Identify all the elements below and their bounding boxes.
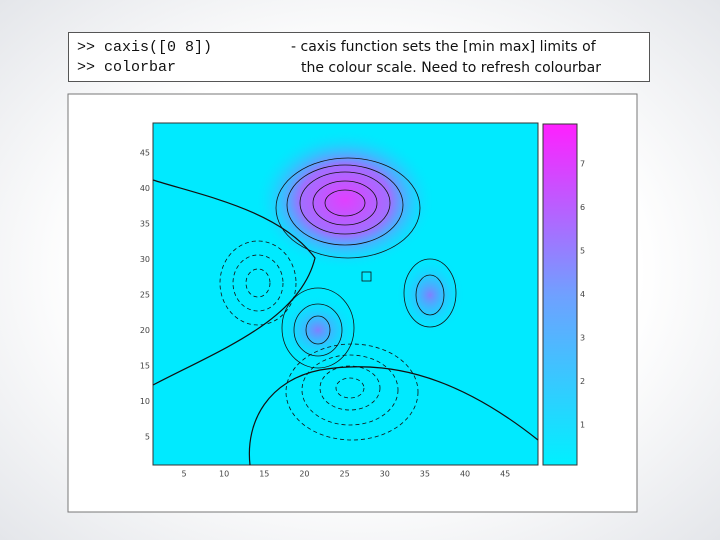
tick-label: 15	[140, 362, 150, 371]
tick-label: 25	[140, 291, 150, 300]
tick-label: 1	[580, 421, 585, 430]
tick-label: 20	[299, 470, 309, 479]
description-line: the colour scale. Need to refresh colour…	[301, 60, 601, 76]
tick-label: 6	[580, 203, 585, 212]
code-line: >> colorbar	[77, 59, 177, 76]
description-line: - caxis function sets the [min max] limi…	[291, 39, 596, 55]
tick-label: 5	[145, 433, 150, 442]
tick-label: 45	[500, 470, 510, 479]
tick-label: 2	[580, 377, 585, 386]
tick-label: 7	[580, 160, 585, 169]
description: - caxis function sets the [min max] limi…	[291, 37, 601, 79]
tick-label: 15	[259, 470, 269, 479]
colorbar	[542, 123, 578, 466]
tick-label: 35	[140, 220, 150, 229]
tick-label: 30	[380, 470, 390, 479]
tick-label: 10	[219, 470, 229, 479]
tick-label: 5	[580, 247, 585, 256]
tick-label: 30	[140, 255, 150, 264]
code-line: >> caxis([0 8])	[77, 39, 213, 56]
tick-label: 40	[140, 184, 150, 193]
tick-label: 3	[580, 334, 585, 343]
tick-label: 5	[181, 470, 186, 479]
tick-label: 4	[580, 290, 585, 299]
tick-label: 10	[140, 397, 150, 406]
tick-label: 40	[460, 470, 470, 479]
tick-label: 20	[140, 326, 150, 335]
text-box: >> caxis([0 8]) >> colorbar - caxis func…	[68, 32, 650, 82]
contours	[152, 130, 539, 466]
code: >> caxis([0 8]) >> colorbar	[77, 38, 212, 78]
tick-label: 25	[340, 470, 350, 479]
tick-label: 35	[420, 470, 430, 479]
tick-label: 45	[140, 149, 150, 158]
